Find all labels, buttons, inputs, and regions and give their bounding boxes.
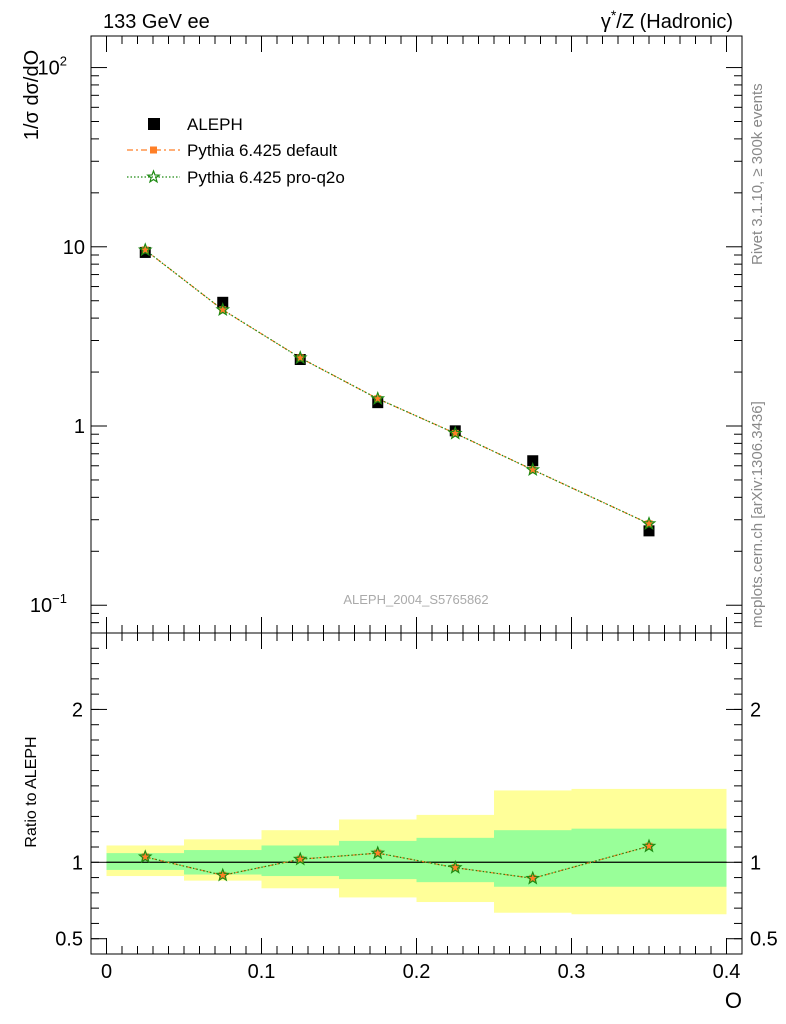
ratio-point-default [141, 853, 149, 861]
data-point-pro-q2o [137, 242, 153, 257]
x-tick-label: 0.1 [248, 961, 276, 983]
main-ylabel: 1/σ dσ/dO [21, 50, 43, 140]
ratio-point-pro-q2o [525, 870, 541, 885]
x-axis-label: O [725, 988, 742, 1013]
mcplots-label: mcplots.cern.ch [arXiv:1306.3436] [749, 401, 766, 628]
legend-marker-default [150, 146, 157, 154]
series-line-1 [144, 249, 650, 525]
data-point-aleph [372, 397, 384, 409]
y-tick-label: 1 [74, 416, 85, 438]
ratio-point-default [374, 849, 382, 857]
data-point-aleph [527, 455, 539, 467]
data-point-default [296, 354, 304, 362]
ratio-point-pro-q2o [447, 859, 463, 874]
ratio-point-pro-q2o [292, 851, 308, 866]
legend: ALEPH Pythia 6.425 default Pythia 6.425 pr… [127, 115, 345, 187]
ratio-y-tick-label-right: 1 [750, 852, 761, 874]
ratio-y-tick-label-right: 0.5 [750, 929, 778, 951]
header-left: 133 GeV ee [103, 11, 210, 33]
ratio-point-default [296, 855, 304, 863]
data-point-pro-q2o [370, 391, 386, 405]
ratio-point-pro-q2o [137, 849, 153, 864]
ratio-y-tick-label: 1 [72, 852, 83, 874]
main-axes: 102 10 1 10−1 [30, 36, 742, 634]
ratio-point-pro-q2o [215, 867, 231, 882]
header-right: γ*/Z (Hadronic) [601, 7, 733, 33]
data-point-pro-q2o [447, 425, 463, 440]
data-point-pro-q2o [215, 302, 231, 317]
y-tick-label: 10 [63, 237, 85, 259]
legend-marker-aleph [148, 118, 160, 130]
data-point-default [645, 520, 653, 528]
y-tick-label: 10−1 [30, 591, 67, 617]
y-tick-label: 102 [38, 54, 67, 80]
ratio-y-tick-label: 2 [72, 699, 83, 721]
ratio-y-tick-label-right: 2 [750, 699, 761, 721]
legend-label: Pythia 6.425 pro-q2o [187, 168, 345, 187]
rivet-label: Rivet 3.1.10, ≥ 300k events [749, 83, 766, 265]
ratio-point-default [645, 842, 653, 850]
x-tick-label: 0.3 [558, 961, 586, 983]
ratio-point-default [451, 864, 459, 872]
ratio-point-default [219, 871, 227, 879]
data-point-default [451, 429, 459, 437]
legend-marker-pro-q2o [146, 169, 161, 184]
ratio-ylabel: Ratio to ALEPH [23, 736, 40, 847]
data-point-pro-q2o [292, 350, 308, 365]
data-point-pro-q2o [641, 516, 657, 530]
ratio-bands [106, 788, 727, 915]
ratio-point-pro-q2o [641, 838, 657, 853]
x-tick-label: 0.2 [403, 961, 431, 983]
band-stat [106, 853, 184, 870]
main-series [137, 242, 657, 537]
legend-label: ALEPH [187, 115, 243, 134]
data-point-default [374, 395, 382, 403]
ratio-point-default [529, 874, 537, 882]
data-point-default [219, 306, 227, 314]
data-point-default [141, 246, 149, 254]
ratio-axes: 0.5 0.5 1 1 2 2 0 0.1 0.2 0.3 0.4 [55, 633, 778, 983]
ratio-series [137, 838, 657, 885]
x-tick-label: 0 [101, 961, 112, 983]
ratio-panel: 0.5 0.5 1 1 2 2 0 0.1 0.2 0.3 0.4 Ratio to ALEPH O [23, 632, 778, 1013]
ratio-y-tick-label: 0.5 [55, 929, 83, 951]
watermark-label: ALEPH_2004_S5765862 [343, 592, 488, 607]
series-line-2 [144, 249, 650, 525]
x-tick-label: 0.4 [713, 961, 741, 983]
legend-label: Pythia 6.425 default [187, 141, 338, 160]
data-point-default [529, 466, 537, 474]
ratio-point-pro-q2o [370, 845, 386, 860]
main-panel: 102 10 1 10−1 1/σ dσ/dO ALEPH_2004_S5765862… [21, 35, 743, 634]
data-point-aleph [643, 525, 655, 537]
data-point-pro-q2o [525, 462, 541, 477]
band-stat [571, 828, 727, 887]
